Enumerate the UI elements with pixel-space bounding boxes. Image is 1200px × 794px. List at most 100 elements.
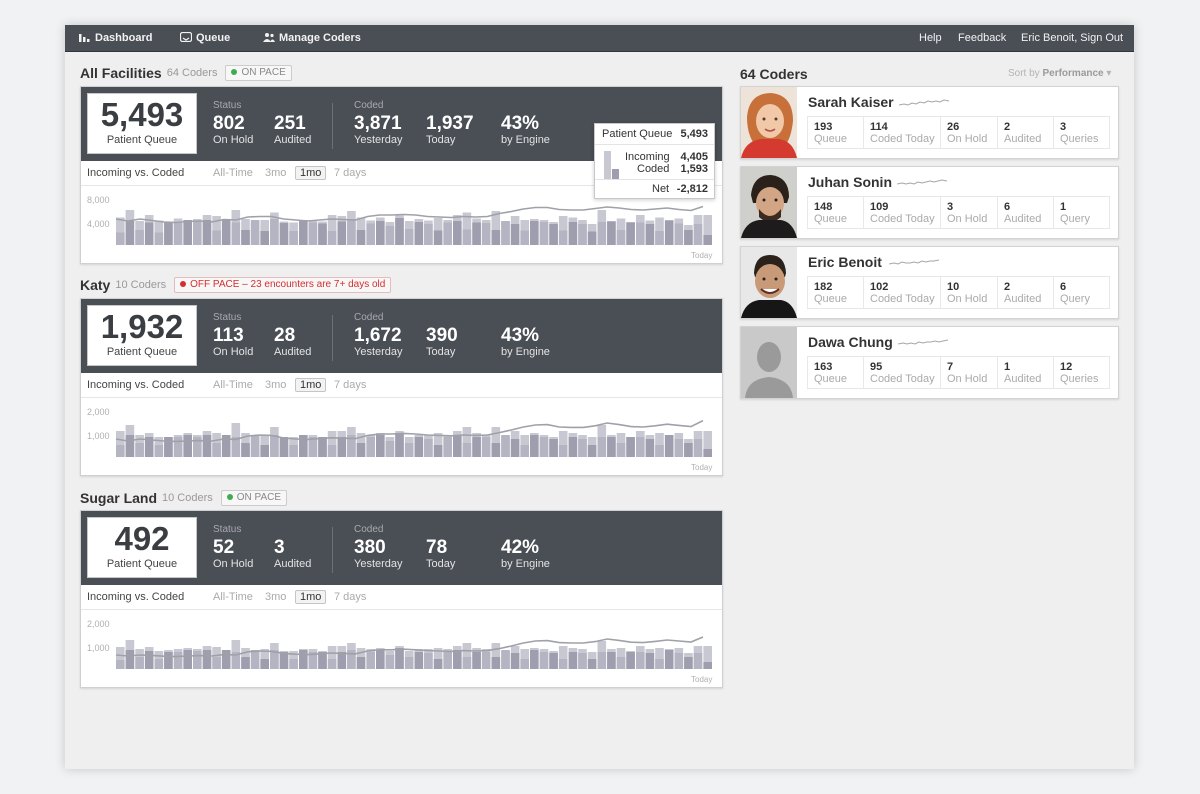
tooltip-row-incoming: Incoming 4,405 — [625, 151, 708, 163]
yesterday-label: Yesterday — [354, 558, 403, 570]
coded-bar — [607, 652, 616, 669]
facility-panel: 1,932 Patient Queue Status 113 On Hold 28… — [80, 298, 723, 476]
coder-audited-stat: 6 Audited — [998, 197, 1054, 228]
coded-bar — [376, 650, 385, 669]
coded-group-label: Coded — [354, 312, 384, 323]
coder-coded-stat: 102 Coded Today — [864, 277, 941, 308]
range-3mo[interactable]: 3mo — [265, 167, 287, 179]
coder-queue-label: Queue — [814, 293, 848, 305]
status-dot-icon — [231, 68, 238, 75]
coded-bar — [385, 655, 395, 669]
coded-bar — [684, 443, 693, 457]
pace-badge: OFF PACE – 23 encounters are 7+ days old — [174, 276, 392, 293]
nav-user-sign-out[interactable]: Eric Benoit, Sign Out — [1021, 32, 1124, 44]
coded-bar — [250, 650, 260, 669]
coded-bar — [472, 437, 481, 457]
coder-queries-stat: 3 Queries — [1054, 117, 1109, 148]
chart-title: Incoming vs. Coded — [87, 379, 185, 391]
coder-queries-label: Queries — [1060, 133, 1099, 145]
facility-stats-bar: 492 Patient Queue Status 52 On Hold 3 Audi… — [81, 511, 722, 585]
range-7-days[interactable]: 7 days — [334, 379, 367, 391]
coded-bar — [655, 659, 664, 669]
coder-card[interactable]: Juhan Sonin 148 Queue 109 Coded Today 3 On … — [740, 166, 1119, 239]
engine-stat: 43% by Engine — [501, 114, 550, 147]
sort-dropdown[interactable]: Sort by Performance ▾ — [1008, 68, 1111, 79]
stats-divider — [332, 103, 333, 149]
incoming-bar — [558, 646, 568, 669]
queue-trend-line — [115, 205, 704, 224]
patient-queue-count: 492 — [114, 520, 170, 557]
range-all-time[interactable]: All-Time — [213, 591, 253, 603]
nav-dashboard[interactable]: Dashboard — [79, 25, 152, 52]
nav-manage-coders[interactable]: Manage Coders — [263, 25, 361, 52]
pace-badge-text: ON PACE — [236, 491, 282, 503]
coder-hold-stat: 7 On Hold — [941, 357, 998, 388]
y-axis-tick-label: 4,000 — [87, 219, 110, 229]
coded-bar — [655, 231, 664, 245]
patient-queue-label: Patient Queue — [106, 134, 178, 146]
coder-queue-stat: 193 Queue — [808, 117, 864, 148]
coded-bar — [327, 445, 337, 457]
range-7-days[interactable]: 7 days — [334, 167, 367, 179]
coded-bar — [578, 653, 587, 669]
coded-bar — [501, 650, 510, 669]
avatar — [741, 87, 797, 158]
patient-queue-box[interactable]: 5,493 Patient Queue — [87, 93, 197, 154]
coder-card[interactable]: Eric Benoit 182 Queue 102 Coded Today 10 On… — [740, 246, 1119, 319]
coder-hold-stat: 10 On Hold — [941, 277, 998, 308]
coder-audited-value: 6 — [1004, 201, 1011, 213]
coded-bar — [530, 650, 539, 669]
range-3mo[interactable]: 3mo — [265, 591, 287, 603]
coded-bar — [443, 652, 452, 669]
coded-bar — [164, 437, 173, 457]
coded-bar — [144, 222, 154, 245]
nav-queue[interactable]: Queue — [180, 25, 230, 52]
range-all-time[interactable]: All-Time — [213, 167, 253, 179]
nav-help[interactable]: Help — [919, 32, 942, 44]
range-1mo[interactable]: 1mo — [295, 166, 327, 180]
chart-tooltip: Patient Queue 5,493 Incoming 4,405 Coded 1,… — [594, 123, 715, 199]
coded-bar — [144, 651, 154, 669]
tooltip-net-value: -2,812 — [676, 183, 708, 195]
coder-queue-stat: 182 Queue — [808, 277, 864, 308]
range-all-time[interactable]: All-Time — [213, 379, 253, 391]
users-icon — [263, 33, 275, 42]
coded-bar — [308, 652, 318, 669]
coded-bar — [530, 221, 539, 245]
incoming-vs-coded-chart[interactable]: 8,000 4,000 Today — [81, 187, 722, 263]
coded-bar — [337, 437, 347, 457]
patient-queue-box[interactable]: 1,932 Patient Queue — [87, 305, 197, 366]
coded-bar — [270, 219, 279, 245]
coded-bar — [558, 659, 568, 669]
coded-bar — [558, 445, 568, 457]
facility-name: Sugar Land — [80, 489, 158, 506]
coded-bar — [462, 229, 472, 245]
coder-queue-label: Queue — [814, 373, 848, 385]
incoming-vs-coded-chart[interactable]: 2,000 1,000 Today — [81, 611, 722, 687]
coded-bar — [231, 437, 241, 457]
coded-bar — [404, 443, 414, 457]
range-1mo[interactable]: 1mo — [295, 590, 327, 604]
coder-card[interactable]: Dawa Chung 163 Queue 95 Coded Today 7 On Ho… — [740, 326, 1119, 399]
range-7-days[interactable]: 7 days — [334, 591, 367, 603]
range-1mo[interactable]: 1mo — [295, 378, 327, 392]
sparkline — [899, 99, 949, 106]
nav-feedback[interactable]: Feedback — [958, 32, 1007, 44]
incoming-vs-coded-chart[interactable]: 2,000 1,000 Today — [81, 399, 722, 475]
tooltip-net-label: Net — [652, 183, 670, 195]
today-label: Today — [426, 346, 456, 358]
coded-bar — [481, 223, 491, 245]
y-axis-tick-label: 2,000 — [87, 619, 110, 629]
tooltip-separator — [595, 179, 714, 180]
on-hold-label: On Hold — [213, 134, 254, 146]
coder-coded-stat: 95 Coded Today — [864, 357, 941, 388]
coded-bar — [539, 222, 549, 245]
coded-bar — [424, 224, 433, 245]
coded-bar — [289, 231, 298, 245]
engine-label: by Engine — [501, 558, 550, 570]
coder-card[interactable]: Sarah Kaiser 193 Queue 114 Coded Today 26 O… — [740, 86, 1119, 159]
coder-coded-value: 109 — [870, 201, 889, 213]
patient-queue-box[interactable]: 492 Patient Queue — [87, 517, 197, 578]
range-3mo[interactable]: 3mo — [265, 379, 287, 391]
coder-coded-stat: 109 Coded Today — [864, 197, 941, 228]
